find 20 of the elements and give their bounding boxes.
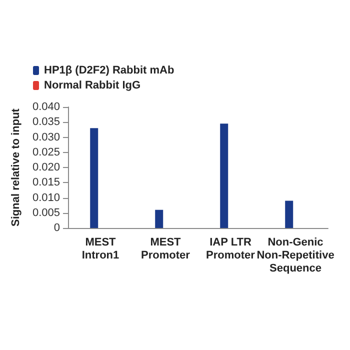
bar xyxy=(220,124,228,228)
y-tick-label: 0.010 xyxy=(32,192,60,204)
x-tick-label: IAP LTR Promoter xyxy=(206,236,256,262)
bar xyxy=(155,210,164,228)
legend-label: HP1β (D2F2) Rabbit mAb xyxy=(44,64,174,76)
y-axis-title: Signal relative to input xyxy=(10,108,22,226)
bar xyxy=(90,128,98,228)
y-tick-label: 0.005 xyxy=(32,206,60,219)
y-tick-label: 0.035 xyxy=(32,116,60,128)
y-tick-label: 0.030 xyxy=(32,131,60,144)
y-tick-label: 0 xyxy=(54,222,60,234)
y-tick-label: 0.015 xyxy=(32,176,60,189)
y-tick-label: 0.025 xyxy=(32,146,60,158)
x-tick-label: MEST Promoter xyxy=(141,236,191,262)
bar xyxy=(285,200,294,228)
y-tick-label: 0.020 xyxy=(32,162,60,174)
legend-label: Normal Rabbit IgG xyxy=(44,80,141,92)
x-tick-label: MEST Intron1 xyxy=(82,236,120,262)
x-tick-label: Non-Genic Non-Repetitive Sequence xyxy=(256,236,334,274)
y-tick-label: 0.040 xyxy=(32,101,60,113)
